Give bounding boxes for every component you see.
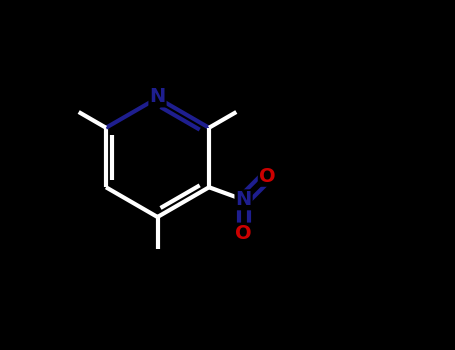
Text: O: O xyxy=(235,224,252,243)
Text: N: N xyxy=(149,88,166,106)
Text: O: O xyxy=(259,167,275,186)
Text: N: N xyxy=(235,190,252,209)
